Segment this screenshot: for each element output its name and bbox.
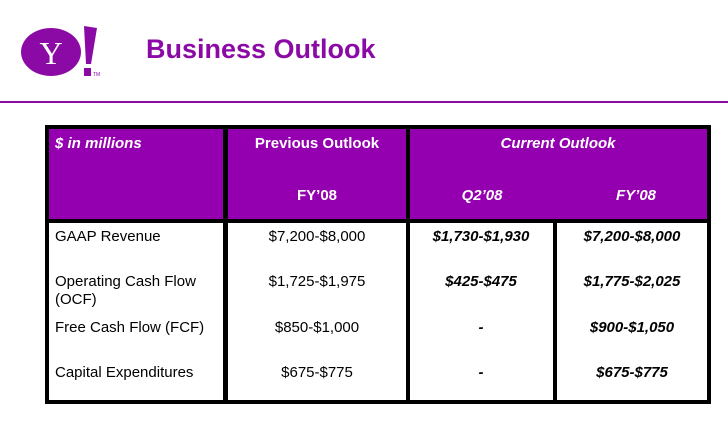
cell: $7,200-$8,000 [583, 228, 681, 245]
header-previous: Previous Outlook FY’08 [228, 129, 406, 219]
cell: $7,200-$8,000 [268, 228, 366, 245]
yahoo-logo: Y TM [21, 26, 100, 78]
cell: $1,730-$1,930 [432, 228, 530, 245]
previous-column: $7,200-$8,000 $1,725-$1,975 $850-$1,000 … [228, 223, 406, 400]
current-fy-label: FY’08 [615, 187, 657, 204]
cell: $675-$775 [596, 364, 668, 381]
cell: $1,775-$2,025 [583, 273, 681, 290]
cell: $1,725-$1,975 [268, 273, 366, 290]
row-label: Operating Cash Flow [55, 273, 196, 290]
header-current: Current Outlook Q2’08 FY’08 [410, 129, 707, 219]
current-outlook-label: Current Outlook [500, 135, 616, 152]
fy-column: $7,200-$8,000 $1,775-$2,025 $900-$1,050 … [557, 223, 707, 400]
cell: $900-$1,050 [589, 319, 675, 336]
row-label: Free Cash Flow (FCF) [55, 319, 205, 336]
cell: $425-$475 [445, 273, 517, 290]
row-label: (OCF) [55, 291, 97, 308]
divider [0, 101, 728, 103]
cell: - [478, 364, 484, 381]
row-label: Capital Expenditures [55, 364, 194, 381]
cell: $675-$775 [281, 364, 353, 381]
label-column: GAAP Revenue Operating Cash Flow (OCF) F… [49, 223, 223, 400]
page-title: Business Outlook [146, 34, 376, 64]
cell: $850-$1,000 [274, 319, 360, 336]
cell: - [478, 319, 484, 336]
header-units: $ in millions [49, 129, 223, 219]
current-q2-label: Q2’08 [461, 187, 503, 204]
svg-text:TM: TM [93, 72, 100, 78]
row-label: GAAP Revenue [55, 228, 161, 245]
q2-column: $1,730-$1,930 $425-$475 - - [410, 223, 553, 400]
outlook-table: $ in millions Previous Outlook FY’08 Cur… [45, 125, 711, 404]
units-label: $ in millions [55, 135, 142, 152]
previous-fy-label: FY’08 [296, 187, 338, 204]
svg-text:Y: Y [39, 35, 62, 71]
previous-outlook-label: Previous Outlook [254, 135, 380, 152]
